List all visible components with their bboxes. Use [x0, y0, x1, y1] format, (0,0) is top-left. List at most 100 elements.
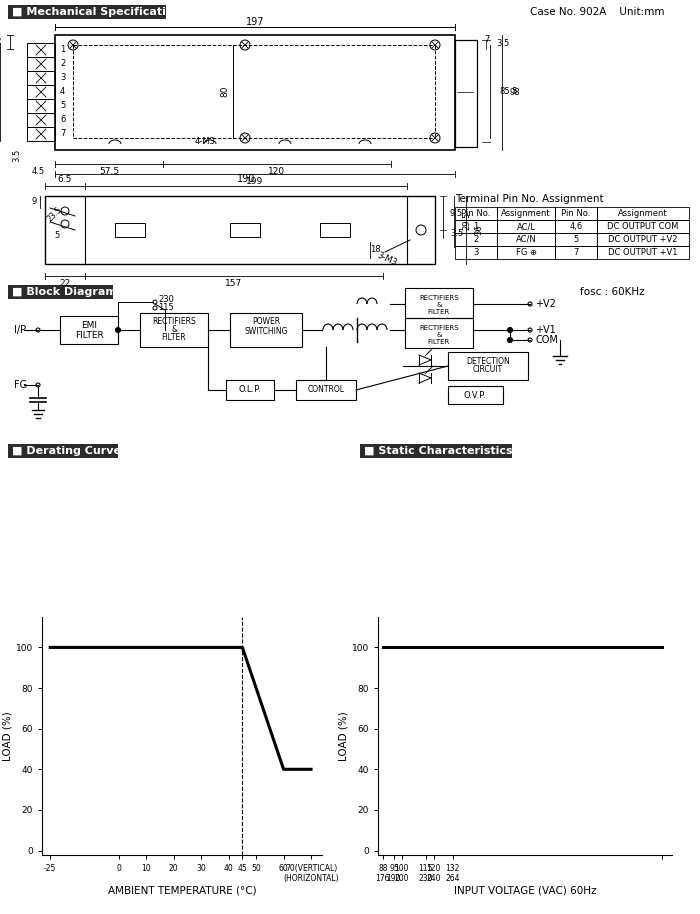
Text: &: & [171, 324, 177, 334]
Text: 3.5: 3.5 [496, 39, 510, 48]
Text: FILTER: FILTER [428, 339, 450, 345]
Text: 1: 1 [60, 46, 65, 55]
Text: 29.5: 29.5 [462, 212, 471, 230]
Text: fosc : 60KHz: fosc : 60KHz [580, 287, 645, 297]
Text: Pin No.: Pin No. [561, 209, 591, 218]
Y-axis label: LOAD (%): LOAD (%) [339, 711, 349, 760]
Text: AC/L: AC/L [517, 222, 536, 231]
Bar [360, 444, 512, 458]
Text: 197: 197 [246, 17, 265, 27]
Bar [27, 57, 55, 71]
Bar [597, 233, 689, 246]
Bar [226, 380, 274, 400]
Bar [140, 313, 208, 347]
Bar [497, 220, 555, 233]
Text: CONTROL: CONTROL [307, 386, 344, 395]
Text: 5: 5 [60, 101, 65, 111]
Bar [448, 386, 503, 404]
Text: +V2: +V2 [535, 299, 556, 309]
Bar [230, 223, 260, 237]
Bar [497, 246, 555, 259]
Text: 7: 7 [573, 248, 579, 257]
Bar [27, 71, 55, 85]
Text: DC OUTPUT +V2: DC OUTPUT +V2 [608, 235, 678, 244]
Text: POWER: POWER [252, 316, 280, 325]
Bar [8, 285, 113, 299]
Text: 23.5: 23.5 [46, 205, 64, 223]
Text: 230: 230 [158, 295, 174, 304]
Text: FILTER: FILTER [162, 333, 186, 342]
Bar [405, 318, 473, 348]
Text: 6: 6 [60, 115, 65, 124]
Text: 5: 5 [55, 231, 60, 240]
Text: I/P: I/P [14, 325, 26, 335]
Text: 1: 1 [473, 222, 479, 231]
Text: Assignment: Assignment [501, 209, 551, 218]
Bar [555, 233, 597, 246]
Text: 2: 2 [60, 59, 65, 69]
Text: ■ Derating Curve: ■ Derating Curve [12, 446, 121, 456]
Text: +V1: +V1 [535, 325, 556, 335]
Text: 4-M3: 4-M3 [195, 137, 216, 146]
Text: 115: 115 [158, 303, 174, 313]
Text: 4: 4 [60, 88, 65, 97]
Bar [320, 223, 350, 237]
Bar [597, 246, 689, 259]
Text: 80: 80 [220, 86, 230, 97]
Text: 9: 9 [32, 197, 37, 207]
Text: 36: 36 [474, 225, 483, 236]
Bar [55, 35, 455, 150]
Circle shape [116, 327, 120, 333]
Text: FG: FG [14, 380, 27, 390]
Y-axis label: LOAD (%): LOAD (%) [3, 711, 13, 760]
Bar [555, 220, 597, 233]
Bar [27, 43, 55, 57]
X-axis label: INPUT VOLTAGE (VAC) 60Hz: INPUT VOLTAGE (VAC) 60Hz [454, 886, 596, 896]
Text: &: & [436, 302, 442, 308]
Bar [60, 316, 118, 344]
Text: 7: 7 [60, 130, 65, 139]
Bar [497, 207, 555, 220]
Bar [405, 288, 473, 318]
Text: O.L.P.: O.L.P. [239, 386, 261, 395]
Bar [27, 113, 55, 127]
Text: Terminal Pin No. Assignment: Terminal Pin No. Assignment [455, 194, 603, 204]
Text: 3.5: 3.5 [450, 229, 463, 239]
Bar [497, 233, 555, 246]
Text: 18: 18 [370, 246, 380, 254]
Text: 3: 3 [473, 248, 479, 257]
Text: 199: 199 [246, 176, 264, 186]
Bar [8, 444, 118, 458]
Text: FILTER: FILTER [75, 331, 104, 339]
Text: ■ Mechanical Specification: ■ Mechanical Specification [12, 7, 181, 17]
Bar [455, 246, 497, 259]
Circle shape [508, 337, 512, 343]
Text: DC OUTPUT COM: DC OUTPUT COM [608, 222, 679, 231]
Text: 157: 157 [225, 279, 243, 288]
Bar [27, 127, 55, 141]
Bar [455, 207, 497, 220]
Text: 120: 120 [268, 167, 286, 176]
Text: 3-M3: 3-M3 [376, 250, 398, 268]
Text: RECTIFIERS: RECTIFIERS [419, 325, 459, 331]
Text: ■ Static Characteristics: ■ Static Characteristics [364, 446, 512, 456]
Text: 9.5: 9.5 [450, 208, 463, 218]
Text: 2: 2 [473, 235, 479, 244]
Text: O.V.P.: O.V.P. [463, 390, 486, 399]
Bar [296, 380, 356, 400]
Bar [555, 246, 597, 259]
Text: 3: 3 [60, 73, 65, 82]
Text: SWITCHING: SWITCHING [244, 326, 288, 335]
Bar [27, 85, 55, 99]
Text: RECTIFIERS: RECTIFIERS [152, 316, 196, 325]
Text: RECTIFIERS: RECTIFIERS [419, 295, 459, 301]
Text: Case No. 902A    Unit:mm: Case No. 902A Unit:mm [530, 7, 664, 17]
Text: FG ⊕: FG ⊕ [515, 248, 536, 257]
Text: DC OUTPUT +V1: DC OUTPUT +V1 [608, 248, 678, 257]
Bar [597, 207, 689, 220]
Bar [27, 99, 55, 113]
Text: AC/N: AC/N [516, 235, 536, 244]
Text: 5: 5 [573, 235, 579, 244]
Bar [555, 207, 597, 220]
Text: 22: 22 [60, 279, 71, 288]
